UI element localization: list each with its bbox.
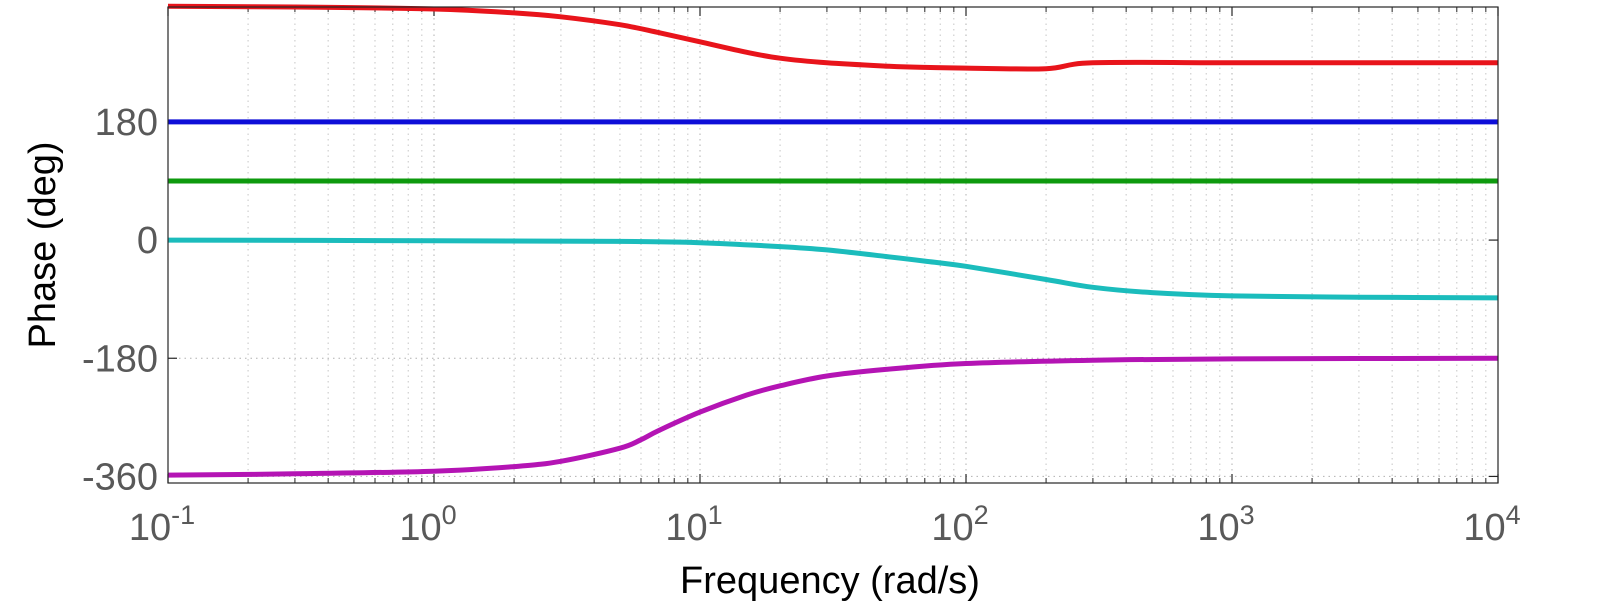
series-line-5 [167,355,1499,478]
y-tick-label: -180 [82,338,158,380]
y-tick-label: -360 [82,456,158,498]
x-tick-label: 10-1 [129,500,195,549]
series-line-4 [167,237,1499,301]
series-line-1 [167,3,1498,72]
plot-background [168,7,1498,483]
y-tick-label: 180 [95,102,158,144]
x-tick-label: 102 [931,500,988,549]
x-axis-title: Frequency (rad/s) [680,560,980,602]
x-tick-label: 103 [1197,500,1254,549]
plot-frame [167,6,1499,484]
grid [167,7,1499,483]
x-tick-label: 104 [1463,500,1520,549]
x-tick-label: 101 [665,500,722,549]
tick-labels: 10-1 100 101 102 103 104 180 0 -180 -360 [82,102,1521,549]
series-lines [167,3,1499,478]
x-tick-label: 100 [399,500,456,549]
y-tick-label: 0 [137,220,158,262]
y-axis-title: Phase (deg) [22,141,64,348]
